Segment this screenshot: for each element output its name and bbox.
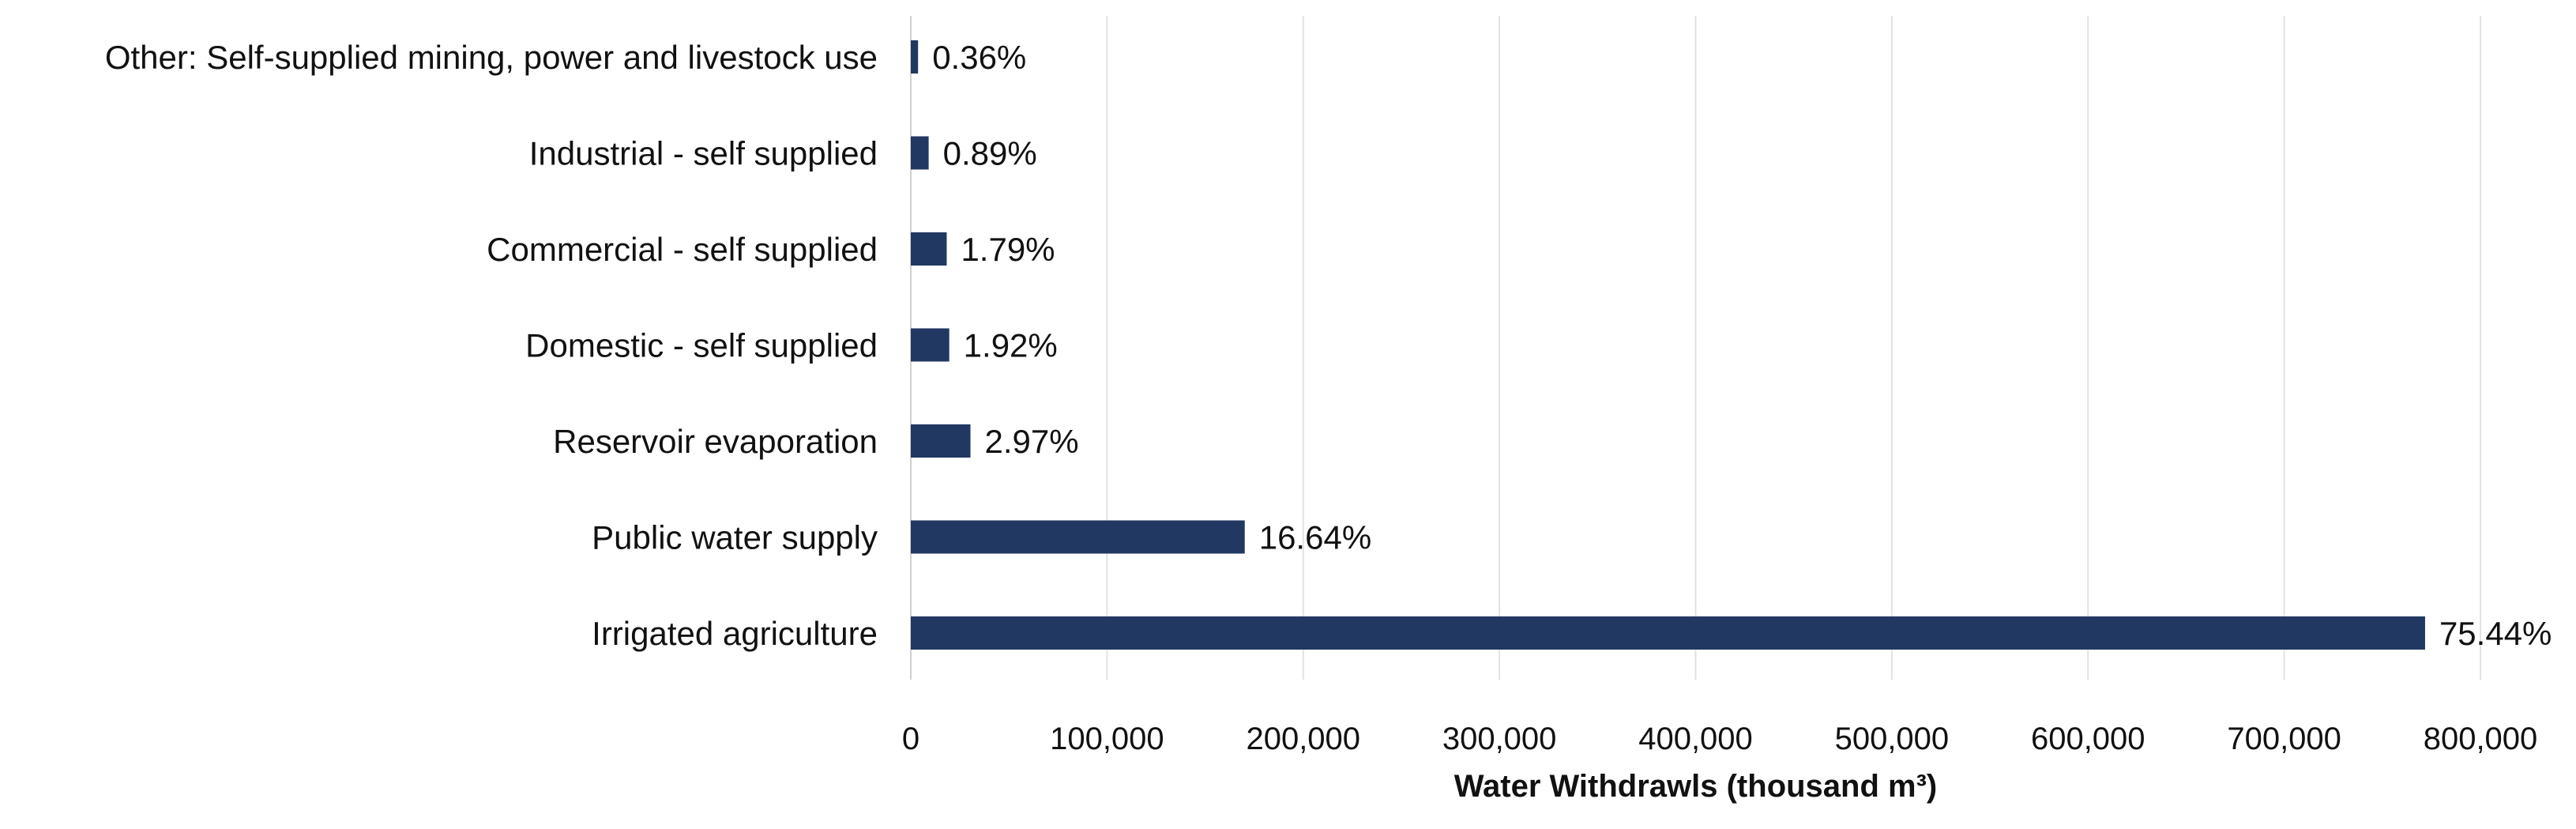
- data-label: 75.44%: [2439, 615, 2552, 652]
- data-label: 1.92%: [964, 327, 1058, 364]
- data-label: 16.64%: [1259, 519, 1371, 556]
- data-label: 0.36%: [932, 39, 1026, 76]
- category-label: Domestic - self supplied: [525, 327, 878, 364]
- x-tick-label: 400,000: [1638, 722, 1753, 756]
- x-axis-title: Water Withdrawls (thousand m³): [1454, 769, 1937, 804]
- bar: [911, 40, 919, 73]
- category-label: Other: Self-supplied mining, power and l…: [105, 39, 878, 76]
- category-label: Irrigated agriculture: [592, 615, 878, 652]
- x-tick-label: 100,000: [1050, 722, 1164, 756]
- bars: [911, 40, 2425, 650]
- bar: [911, 616, 2425, 650]
- x-tick-labels: 0 100,000 200,000 300,000 400,000 500,000 600,…: [902, 722, 2537, 756]
- bar: [911, 232, 947, 266]
- gridlines: [910, 16, 2481, 680]
- bar: [911, 136, 929, 170]
- x-tick-label: 800,000: [2424, 722, 2538, 756]
- category-label: Industrial - self supplied: [529, 135, 878, 172]
- bar: [911, 520, 1245, 554]
- data-label: 0.89%: [943, 135, 1037, 172]
- data-label: 2.97%: [985, 423, 1079, 460]
- x-tick-label: 600,000: [2031, 722, 2145, 756]
- category-label: Commercial - self supplied: [487, 231, 878, 268]
- data-labels: 0.36% 0.89% 1.79% 1.92% 2.97% 16.64% 75.44%: [932, 39, 2552, 652]
- x-tick-label: 700,000: [2227, 722, 2341, 756]
- x-tick-label: 200,000: [1246, 722, 1360, 756]
- bar: [911, 424, 971, 458]
- x-tick-label: 300,000: [1442, 722, 1557, 756]
- category-label: Reservoir evaporation: [553, 423, 878, 460]
- x-tick-label: 0: [902, 722, 919, 756]
- x-tick-label: 500,000: [1835, 722, 1950, 756]
- category-labels: Other: Self-supplied mining, power and l…: [105, 39, 878, 652]
- data-label: 1.79%: [961, 231, 1055, 268]
- bar: [911, 328, 950, 362]
- category-label: Public water supply: [592, 519, 878, 556]
